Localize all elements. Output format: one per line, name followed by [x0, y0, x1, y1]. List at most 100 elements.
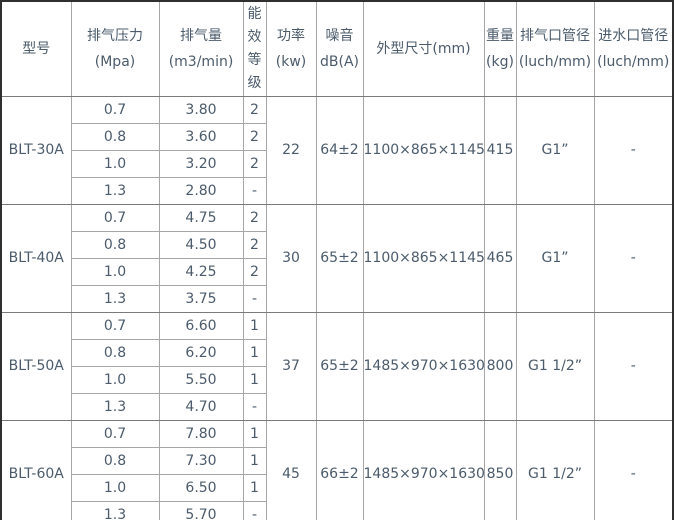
table-row: 1.3 5.70 - — [1, 500, 673, 520]
efficiency-grade: - — [242, 392, 267, 421]
outlet-diameter-value: G1 1/2” — [515, 419, 595, 520]
header-power: 功率 (kw) — [265, 0, 317, 97]
volume-value: 6.50 — [158, 473, 244, 502]
efficiency-grade: 2 — [242, 257, 267, 286]
pressure-value: 1.3 — [70, 176, 160, 205]
pressure-value: 1.3 — [70, 392, 160, 421]
header-model-label: 型号 — [22, 40, 51, 57]
header-row: 型号 排气压力 (Mpa) 排气量 (m3/min) 能效等级 功率 (kw) … — [0, 0, 674, 97]
noise-value: 64±2 — [315, 95, 364, 205]
pressure-value: 0.7 — [70, 95, 160, 124]
dimensions-value: 1100×865×1145 — [362, 203, 485, 313]
table-row: BLT-60A 0.7 7.80 1 45 66±2 1485×970×1630… — [0, 419, 674, 520]
model-name: BLT-50A — [0, 311, 72, 421]
table-row: 1.3 4.70 - — [1, 392, 673, 421]
header-dimensions-label: 外型尺寸(mm) — [376, 40, 471, 57]
table-row: 0.8 4.50 2 — [1, 230, 673, 259]
header-exhaust-volume-line1: 排气量 — [180, 27, 222, 44]
header-exhaust-volume-line2: (m3/min) — [168, 53, 234, 70]
dimensions-value: 1485×970×1630 — [362, 311, 485, 421]
volume-value: 3.20 — [158, 149, 244, 178]
inlet-diameter-value: - — [593, 203, 674, 313]
volume-value: 2.80 — [158, 176, 244, 205]
table-row: BLT-30A 0.7 3.80 2 22 64±2 1100×865×1145… — [0, 95, 674, 205]
pressure-value: 1.0 — [70, 473, 160, 502]
weight-value: 850 — [483, 419, 517, 520]
header-inlet-diameter-line2: (luch/mm) — [597, 53, 670, 70]
header-weight-line1: 重量 — [486, 27, 514, 44]
pressure-value: 0.8 — [70, 230, 160, 259]
pressure-value: 0.7 — [70, 419, 160, 448]
table-row: 0.8 6.20 1 — [1, 338, 673, 367]
pressure-value: 1.3 — [70, 284, 160, 313]
volume-value: 3.80 — [158, 95, 244, 124]
volume-value: 6.60 — [158, 311, 244, 340]
weight-value: 465 — [483, 203, 517, 313]
pressure-value: 1.0 — [70, 149, 160, 178]
inlet-diameter-value: - — [593, 95, 674, 205]
header-outlet-diameter-line2: (luch/mm) — [518, 53, 592, 70]
noise-value: 65±2 — [315, 311, 364, 421]
noise-value: 65±2 — [315, 203, 364, 313]
volume-value: 6.20 — [158, 338, 244, 367]
efficiency-grade: - — [242, 176, 267, 205]
header-inlet-diameter-line1: 进水口管径 — [598, 27, 669, 44]
model-name: BLT-30A — [0, 95, 72, 205]
pressure-value: 0.7 — [70, 311, 160, 340]
efficiency-grade: 2 — [242, 203, 267, 232]
power-value: 30 — [265, 203, 317, 313]
volume-value: 3.60 — [158, 122, 244, 151]
efficiency-grade: 2 — [242, 149, 267, 178]
dimensions-value: 1100×865×1145 — [362, 95, 485, 205]
pressure-value: 0.8 — [70, 446, 160, 475]
pressure-value: 1.0 — [70, 365, 160, 394]
header-exhaust-pressure: 排气压力 (Mpa) — [70, 0, 160, 97]
table-row: 0.8 3.60 2 — [1, 122, 673, 151]
efficiency-grade: 2 — [242, 95, 267, 124]
efficiency-grade: - — [242, 284, 267, 313]
table-row: BLT-50A 0.7 6.60 1 37 65±2 1485×970×1630… — [0, 311, 674, 421]
volume-value: 7.30 — [158, 446, 244, 475]
header-exhaust-volume: 排气量 (m3/min) — [158, 0, 244, 97]
efficiency-grade: 1 — [242, 311, 267, 340]
header-energy-efficiency: 能效等级 — [242, 0, 267, 97]
header-outlet-diameter: 排气口管径 (luch/mm) — [515, 0, 595, 97]
header-weight: 重量 (kg) — [483, 0, 517, 97]
model-name: BLT-60A — [0, 419, 72, 520]
header-weight-line2: (kg) — [486, 53, 514, 70]
header-exhaust-pressure-line2: (Mpa) — [94, 53, 136, 70]
efficiency-grade: 2 — [242, 230, 267, 259]
efficiency-grade: 1 — [242, 365, 267, 394]
volume-value: 5.70 — [158, 500, 244, 520]
volume-value: 4.70 — [158, 392, 244, 421]
inlet-diameter-value: - — [593, 419, 674, 520]
efficiency-grade: 1 — [242, 338, 267, 367]
header-outlet-diameter-line1: 排气口管径 — [520, 27, 590, 44]
outlet-diameter-value: G1 1/2” — [515, 311, 595, 421]
outlet-diameter-value: G1” — [515, 203, 595, 313]
efficiency-grade: - — [242, 500, 267, 520]
header-noise-line2: dB(A) — [320, 53, 359, 70]
pressure-value: 1.0 — [70, 257, 160, 286]
header-noise-line1: 噪音 — [325, 27, 354, 44]
header-energy-efficiency-label: 能效等级 — [247, 5, 262, 91]
table-row: 1.0 4.25 2 — [1, 257, 673, 286]
header-dimensions: 外型尺寸(mm) — [362, 0, 485, 97]
header-power-line1: 功率 — [277, 27, 305, 44]
volume-value: 4.50 — [158, 230, 244, 259]
table-row: 1.3 2.80 - — [1, 176, 673, 205]
pressure-value: 0.7 — [70, 203, 160, 232]
header-model: 型号 — [0, 0, 72, 97]
volume-value: 7.80 — [158, 419, 244, 448]
header-noise: 噪音 dB(A) — [315, 0, 364, 97]
power-value: 45 — [265, 419, 317, 520]
efficiency-grade: 1 — [242, 446, 267, 475]
power-value: 22 — [265, 95, 317, 205]
efficiency-grade: 1 — [242, 419, 267, 448]
inlet-diameter-value: - — [593, 311, 674, 421]
table-row: BLT-40A 0.7 4.75 2 30 65±2 1100×865×1145… — [0, 203, 674, 313]
power-value: 37 — [265, 311, 317, 421]
table-row: 1.0 6.50 1 — [1, 473, 673, 502]
